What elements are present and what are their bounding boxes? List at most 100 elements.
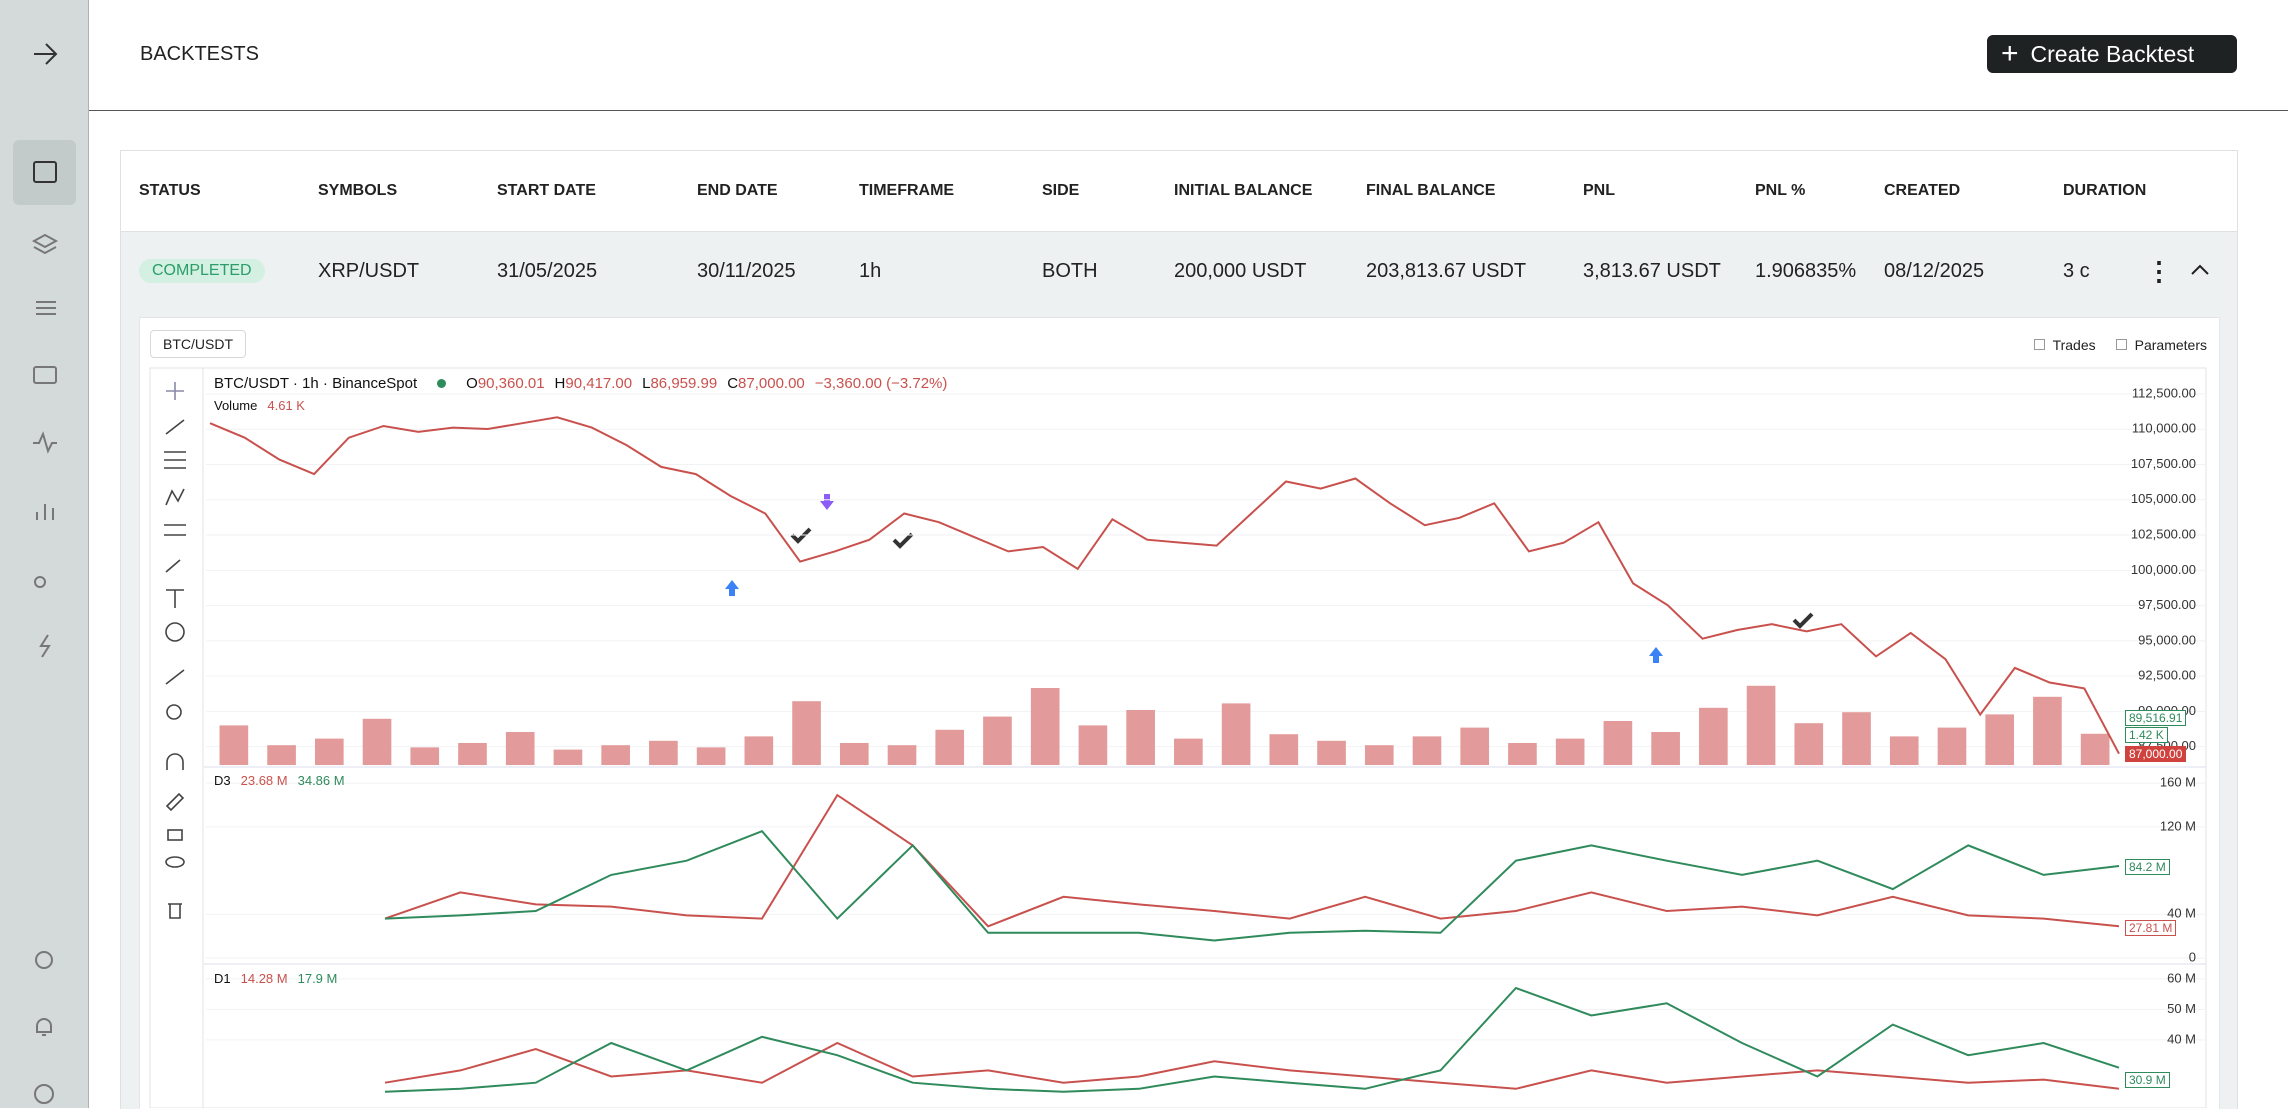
collapse-icon[interactable] xyxy=(2190,260,2210,280)
settings-icon[interactable] xyxy=(35,951,53,969)
y-tick-label: 120 M xyxy=(2160,818,2196,833)
status-dot xyxy=(437,379,447,388)
wallet-icon[interactable] xyxy=(33,366,57,384)
cell: 08/12/2025 xyxy=(1884,260,1985,282)
volume-bar xyxy=(601,745,630,765)
chart-title: BTC/USDT · 1h · BinanceSpot xyxy=(214,375,418,392)
pane-title: D3 xyxy=(214,773,231,788)
create-button[interactable]: + Create Backtest xyxy=(1987,35,2237,73)
volume-bar xyxy=(553,749,583,765)
volume-bar xyxy=(1174,738,1203,765)
y-tick-label: 160 M xyxy=(2160,775,2196,790)
trades-toggle[interactable]: Trades xyxy=(2033,337,2096,353)
bolt-icon[interactable] xyxy=(39,634,51,658)
ohlc-item: O90,360.01 xyxy=(466,375,544,392)
pane-legend: D1 14.28 M 17.9 M xyxy=(214,971,337,986)
ohlc-value: 90,360.01 xyxy=(477,375,545,392)
y-tick-label: 97,500.00 xyxy=(2138,597,2196,612)
volume-value: 4.61 K xyxy=(267,398,305,413)
brush-tool[interactable] xyxy=(165,559,181,573)
chart-icon[interactable] xyxy=(36,504,54,520)
y-tick-label: 100,000.00 xyxy=(2131,562,2196,577)
volume-bar xyxy=(505,732,535,765)
price-label: 27.81 M xyxy=(2125,920,2177,936)
activity-icon[interactable] xyxy=(33,431,57,454)
line-tool[interactable] xyxy=(165,419,185,435)
table-header xyxy=(121,151,2237,232)
legend-value: 17.9 M xyxy=(297,971,338,986)
magnet-tool[interactable] xyxy=(166,753,184,770)
zoom-tool[interactable] xyxy=(166,704,182,720)
volume-bar xyxy=(1269,734,1299,765)
status-badge: COMPLETED xyxy=(139,259,265,283)
sidebar-icons xyxy=(13,43,76,1104)
series-line xyxy=(384,830,2120,942)
help-icon[interactable] xyxy=(34,1084,54,1104)
plot-area xyxy=(206,393,2206,1093)
row-menu[interactable]: ⋮ xyxy=(2146,256,2172,286)
ohlc-item: H90,417.00 xyxy=(555,375,633,392)
parameters-toggle[interactable]: Parameters xyxy=(2115,337,2207,353)
series-line xyxy=(384,793,2120,928)
projection-tool[interactable] xyxy=(164,524,186,536)
fib-tool[interactable] xyxy=(164,451,186,469)
price-label: 30.9 M xyxy=(2125,1072,2170,1088)
checkbox[interactable] xyxy=(2033,339,2045,350)
chart-legend: BTC/USDT · 1h · BinanceSpot O90,360.01 H90… xyxy=(214,375,947,392)
expand-icon[interactable] xyxy=(34,43,58,65)
lock-draw-tool[interactable] xyxy=(165,792,185,812)
bell-icon[interactable] xyxy=(36,1018,52,1036)
delete-tool[interactable] xyxy=(168,903,182,919)
list-icon[interactable] xyxy=(36,301,56,315)
volume-bar xyxy=(935,729,965,765)
chart-frame xyxy=(149,367,2207,1108)
pane-legend: D3 23.68 M 34.86 M xyxy=(214,773,345,788)
symbol-tab[interactable]: BTC/USDT xyxy=(150,330,246,358)
ohlc-item: L86,959.99 xyxy=(642,375,717,392)
legend-value: 34.86 M xyxy=(297,773,345,788)
toggle-label: Parameters xyxy=(2134,337,2207,353)
eye-tool[interactable] xyxy=(165,856,185,868)
cell: 1h xyxy=(859,260,882,282)
volume-bar xyxy=(458,743,487,765)
cell: XRP/USDT xyxy=(318,260,420,282)
volume-bar xyxy=(1555,738,1585,765)
y-tick-label: 0 xyxy=(2189,949,2196,964)
layers-icon[interactable] xyxy=(31,233,59,255)
active-item[interactable] xyxy=(13,140,76,205)
volume-bar xyxy=(1364,745,1394,765)
price-label: 87,000.00 xyxy=(2125,746,2187,762)
volume-bar xyxy=(1985,714,2015,765)
text-tool[interactable] xyxy=(166,589,184,608)
volume-bar xyxy=(1699,707,1728,765)
pattern-tool[interactable] xyxy=(165,488,185,506)
ruler-tool[interactable] xyxy=(165,669,185,685)
volume-bar xyxy=(1937,727,1967,765)
ohlc-label: O xyxy=(466,375,478,392)
cell: 30/11/2025 xyxy=(697,260,796,282)
plus-icon: + xyxy=(2001,37,2019,70)
cell: 3 c xyxy=(2063,260,2090,282)
volume-bar xyxy=(887,745,917,765)
emoji-tool[interactable] xyxy=(165,622,185,642)
crosshair-tool[interactable] xyxy=(166,382,184,400)
volume-bar xyxy=(792,701,821,765)
y-tick-label: 92,500.00 xyxy=(2138,668,2196,683)
toggles: Trades Parameters xyxy=(2033,337,2207,353)
backtest-icon[interactable] xyxy=(33,161,57,183)
volume-bar xyxy=(362,718,392,765)
volume-bar xyxy=(1078,725,1108,765)
chart-panel: BTC/USDT Trades Parameters xyxy=(139,317,2220,1109)
key-icon[interactable] xyxy=(34,576,46,588)
buy-marker xyxy=(1649,647,1663,663)
column-header: PNL xyxy=(1583,182,1615,199)
ohlc-value: 87,000.00 xyxy=(738,375,805,392)
y-tick-label: 50 M xyxy=(2167,1001,2196,1016)
lock-tool[interactable] xyxy=(167,829,183,841)
series-line xyxy=(384,1041,2120,1090)
checkbox[interactable] xyxy=(2115,339,2127,350)
volume-bar xyxy=(219,725,249,765)
y-tick-label: 40 M xyxy=(2167,1031,2196,1046)
